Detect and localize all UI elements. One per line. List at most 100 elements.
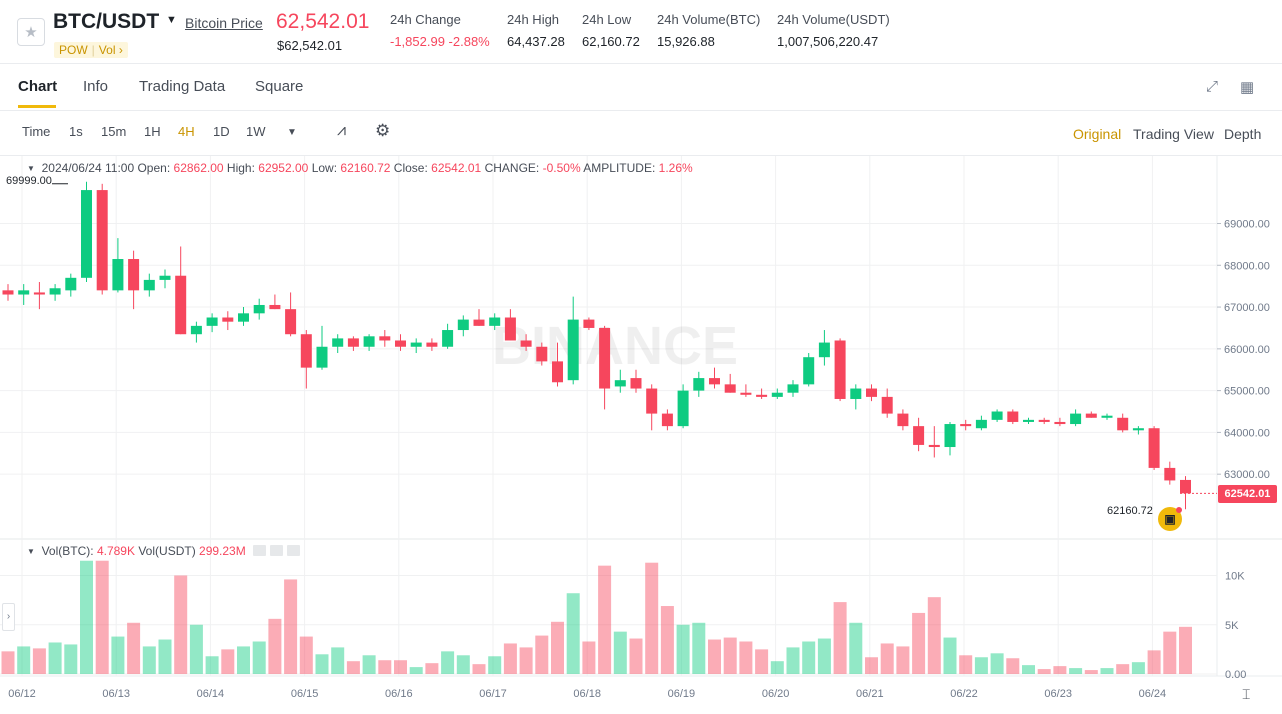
volume-tick-label: 5K	[1225, 620, 1239, 632]
candle	[2, 284, 14, 301]
volume-bar	[1163, 631, 1177, 674]
trade-button-icon[interactable]: ▣	[1158, 507, 1182, 531]
interval-1s[interactable]: 1s	[69, 124, 83, 139]
volume-bar	[331, 647, 345, 674]
candle	[316, 325, 328, 370]
candle	[285, 292, 297, 337]
settings-icon[interactable]	[270, 545, 284, 556]
volume-bar	[519, 647, 533, 674]
expand-icon[interactable]: ⤢	[1206, 78, 1219, 95]
candle	[238, 307, 249, 326]
interval-1d[interactable]: 1D	[213, 124, 230, 139]
candle	[269, 294, 281, 310]
layout-grid-icon[interactable]: ▦	[1240, 79, 1255, 96]
volume-bar	[441, 651, 455, 674]
market-header: ★ BTC/USDT ▼ Bitcoin Price POW | Vol › 62,…	[0, 0, 1282, 64]
interval-1h[interactable]: 1H	[144, 124, 161, 139]
volume-bar	[927, 597, 941, 674]
candle	[347, 336, 359, 351]
ohlc-time: 2024/06/24 11:00	[41, 161, 135, 175]
time-tick-label: 06/17	[479, 688, 507, 700]
candle-body	[520, 340, 532, 347]
stat-value: 1,007,506,220.47	[777, 34, 879, 49]
volume-bar	[1116, 664, 1130, 674]
candle-body	[1101, 415, 1113, 418]
volume-bar	[770, 661, 784, 674]
price-axis: 69000.00 68000.00 67000.00 66000.00 65000.00…	[1217, 219, 1270, 481]
volume-bar	[723, 637, 737, 674]
interval-4h[interactable]: 4H	[178, 124, 195, 139]
tab-trading-data[interactable]: Trading Data	[139, 78, 226, 95]
tag-vol[interactable]: Vol	[98, 43, 116, 57]
period-high-label: 69999.00	[6, 175, 52, 187]
interval-dropdown-icon[interactable]: ▼	[287, 127, 297, 138]
high-value: 62952.00	[258, 161, 309, 175]
pair-selector[interactable]: BTC/USDT	[53, 10, 160, 33]
settings-gear-icon[interactable]: ⚙	[375, 121, 391, 140]
volume-bar	[456, 655, 470, 674]
candle-body	[991, 411, 1003, 420]
volume-bar	[692, 622, 706, 674]
candle-body	[1117, 417, 1129, 431]
volume-bar	[896, 646, 910, 674]
caret-down-icon[interactable]: ▼	[166, 14, 177, 26]
volume-bar	[990, 653, 1004, 674]
volume-tick-label: 0.00	[1225, 669, 1246, 681]
star-icon[interactable]: ★	[17, 18, 45, 46]
candle	[661, 409, 673, 431]
candle-body	[65, 277, 77, 291]
bitcoin-price-link[interactable]: Bitcoin Price	[185, 15, 263, 31]
candle	[473, 309, 485, 326]
candle	[928, 426, 940, 458]
candle-body	[724, 384, 736, 393]
candle	[881, 388, 893, 418]
view-trading-view[interactable]: Trading View	[1133, 126, 1214, 142]
volume-bar	[1179, 626, 1192, 674]
candle-body	[253, 304, 265, 314]
candle	[143, 273, 155, 297]
time-axis: 06/12 06/13 06/14 06/15 06/16 06/17 06/18 06/19…	[8, 688, 1166, 700]
candle	[363, 334, 375, 351]
view-original[interactable]: Original	[1073, 126, 1122, 142]
close-icon[interactable]	[287, 545, 301, 556]
view-depth[interactable]: Depth	[1224, 126, 1262, 142]
volume-bar	[849, 622, 863, 674]
interval-15m[interactable]: 15m	[101, 124, 127, 139]
candles	[2, 181, 1191, 510]
candle-body	[913, 426, 925, 445]
time-tick-label: 06/24	[1139, 688, 1167, 700]
candle-body	[410, 342, 422, 347]
tab-info[interactable]: Info	[83, 78, 109, 95]
candle	[646, 384, 658, 431]
stat-24h-volume-btc: 24h Volume(BTC) 15,926.88	[657, 12, 760, 49]
candle-body	[175, 275, 187, 335]
tab-chart[interactable]: Chart	[18, 78, 58, 95]
tab-square[interactable]: Square	[255, 78, 304, 95]
volume-bar	[237, 646, 250, 674]
candle	[426, 338, 438, 351]
tag-pow[interactable]: POW	[59, 43, 88, 57]
volume-collapse-icon[interactable]: ▼	[27, 547, 35, 556]
svg-text:BINANCE: BINANCE	[492, 316, 738, 376]
visibility-icon[interactable]	[253, 545, 267, 556]
chart-toolbar: Time 1s 15m 1H 4H 1D 1W ▼ ⩘ ⚙ Original T…	[0, 112, 1282, 156]
sidebar-expand-icon[interactable]: ›	[2, 603, 15, 631]
ohlc-legend: ▼ 2024/06/24 11:00 Open: 62862.00 High: …	[27, 161, 693, 175]
volume-bar	[268, 618, 282, 674]
stat-value: -1,852.99 -2.88%	[390, 34, 490, 49]
candle-body	[18, 290, 30, 295]
candle-body	[866, 388, 877, 397]
legend-collapse-icon[interactable]: ▼	[27, 164, 35, 173]
candle	[599, 325, 611, 410]
candle	[803, 353, 815, 387]
candle-body	[1180, 479, 1191, 494]
candlestick-chart[interactable]: BINANCE 69000.00 68000.00 67000.00 66000.00…	[0, 156, 1282, 714]
time-tick-label: 06/15	[291, 688, 319, 700]
candle	[913, 417, 925, 452]
scale-reset-icon[interactable]: ⌶	[1242, 686, 1251, 702]
interval-time[interactable]: Time	[22, 124, 51, 139]
volume-bar	[127, 622, 141, 674]
interval-1w[interactable]: 1W	[246, 124, 266, 139]
indicators-icon[interactable]: ⩘	[337, 122, 347, 139]
candle-body	[143, 279, 155, 291]
